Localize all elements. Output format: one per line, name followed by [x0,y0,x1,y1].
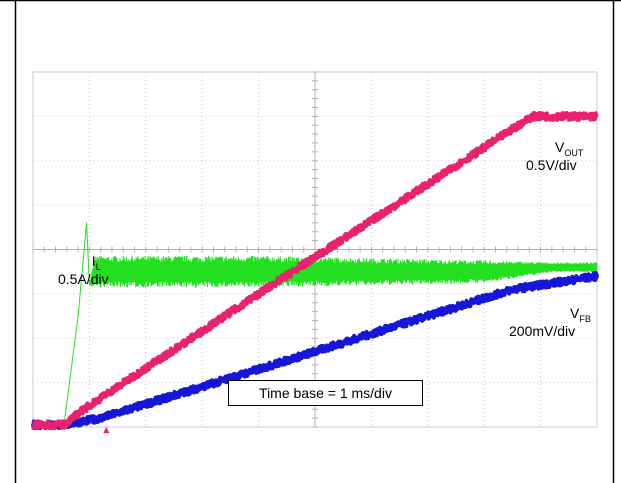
vfb-label-sub: FB [579,314,591,324]
il-label-main: I [91,253,96,269]
vfb-label: VFB 200mV/div [509,305,591,339]
scope-grid [32,71,598,428]
vfb-label-main: V [570,305,580,321]
il-label-sub: L [95,262,101,272]
vfb-scale: 200mV/div [509,323,576,339]
vout-label-main: V [555,139,565,155]
scope-traces [31,110,599,433]
il-label: IL 0.5A/div [58,253,109,287]
vout-label-sub: OUT [564,148,584,158]
trigger-marker [103,427,110,433]
vout-label: VOUT 0.5V/div [526,139,583,173]
vout-trace [31,110,599,431]
vout-scale: 0.5V/div [526,157,577,173]
il-scale: 0.5A/div [58,271,109,287]
vfb-trace [31,270,599,431]
time-base-annotation: Time base = 1 ms/div [228,380,423,406]
